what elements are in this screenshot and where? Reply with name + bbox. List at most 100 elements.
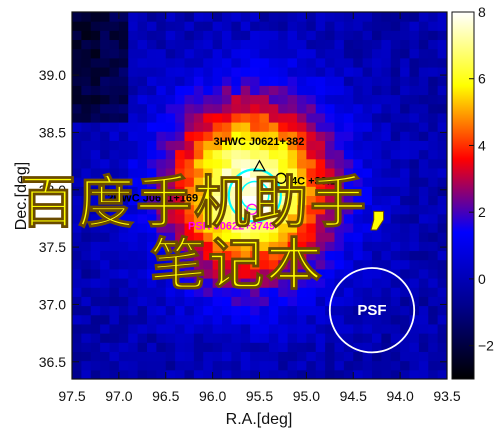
heatmap-cell [222, 296, 232, 307]
heatmap-cell [250, 342, 260, 352]
heatmap-cell [343, 213, 354, 224]
heatmap-cell [193, 241, 204, 252]
heatmap-cell [437, 360, 447, 371]
heatmap-cell [315, 278, 326, 288]
heatmap-cell [240, 122, 251, 132]
heatmap-cell [118, 259, 129, 270]
heatmap-cell [287, 186, 298, 196]
heatmap-cell [428, 39, 439, 50]
heatmap-cell [203, 186, 214, 196]
heatmap-cell [147, 103, 157, 114]
heatmap-cell [231, 241, 242, 252]
heatmap-cell [287, 305, 298, 316]
y-axis-label: Dec.[deg] [13, 162, 30, 230]
heatmap-cell [325, 204, 335, 215]
heatmap-cell [184, 259, 195, 270]
heatmap-cell [100, 149, 110, 160]
heatmap-cell [268, 39, 279, 50]
heatmap-cell [156, 314, 167, 325]
heatmap-cell [353, 278, 364, 288]
heatmap-cell [212, 112, 223, 123]
heatmap-cell [118, 112, 129, 123]
heatmap-cell [156, 351, 167, 362]
heatmap-cell [362, 351, 373, 362]
heatmap-cell [400, 232, 410, 242]
heatmap-cell [343, 278, 354, 288]
heatmap-cell [409, 314, 420, 325]
heatmap-cell [212, 342, 223, 352]
heatmap-cell [109, 223, 120, 233]
heatmap-cell [165, 149, 176, 160]
heatmap-cell [278, 30, 289, 41]
heatmap-cell [100, 204, 110, 215]
heatmap-cell [400, 360, 410, 371]
heatmap-cell [212, 259, 223, 270]
heatmap-cell [109, 369, 120, 379]
heatmap-cell [325, 85, 335, 96]
heatmap-cell [137, 259, 148, 270]
heatmap-cell [409, 232, 420, 242]
heatmap-cell [175, 103, 185, 114]
heatmap-cell [240, 204, 251, 215]
heatmap-cell [250, 232, 260, 242]
heatmap-cell [437, 85, 447, 96]
heatmap-cell [193, 250, 204, 261]
heatmap-cell [268, 140, 279, 151]
heatmap-cell [315, 85, 326, 96]
heatmap-cell [306, 103, 317, 114]
heatmap-cell [306, 140, 317, 151]
heatmap-cell [343, 21, 354, 31]
heatmap-cell [306, 158, 317, 169]
heatmap-cell [343, 94, 354, 105]
heatmap-cell [222, 177, 232, 187]
heatmap-cell [193, 48, 204, 59]
heatmap-cell [250, 287, 260, 297]
heatmap-cell [250, 57, 260, 68]
y-tick-label: 38.5 [39, 124, 66, 140]
heatmap-cell [109, 158, 120, 169]
heatmap-cell [372, 259, 382, 270]
heatmap-cell [147, 76, 157, 86]
heatmap-cell [428, 278, 439, 288]
heatmap-cell [100, 241, 110, 252]
heatmap-cell [184, 360, 195, 371]
heatmap-cell [184, 85, 195, 96]
heatmap-cell [362, 360, 373, 371]
heatmap-cell [175, 67, 185, 77]
heatmap-cell [203, 351, 214, 362]
heatmap-cell [193, 323, 204, 334]
heatmap-cell [428, 12, 439, 22]
heatmap-cell [372, 241, 382, 252]
heatmap-cell [390, 259, 401, 270]
heatmap-cell [72, 140, 82, 151]
heatmap-cell [428, 287, 439, 297]
heatmap-cell [334, 167, 345, 178]
heatmap-cell [306, 186, 317, 196]
heatmap-cell [343, 287, 354, 297]
heatmap-cell [184, 21, 195, 31]
heatmap-cell [137, 333, 148, 343]
heatmap-cell [203, 30, 214, 41]
heatmap-cell [90, 48, 101, 59]
heatmap-cell [400, 12, 410, 22]
heatmap-cell [428, 296, 439, 307]
heatmap-cell [353, 287, 364, 297]
heatmap-cell [390, 30, 401, 41]
heatmap-cell [147, 30, 157, 41]
heatmap-cell [334, 39, 345, 50]
heatmap-cell [428, 305, 439, 316]
heatmap-cell [240, 213, 251, 224]
heatmap-cell [390, 360, 401, 371]
heatmap-cell [334, 30, 345, 41]
heatmap-cell [81, 305, 92, 316]
heatmap-cell [268, 67, 279, 77]
heatmap-cell [315, 140, 326, 151]
heatmap-cell [81, 278, 92, 288]
heatmap-cell [400, 213, 410, 224]
heatmap-cell [306, 213, 317, 224]
heatmap-cell [128, 250, 139, 261]
heatmap-cell [118, 140, 129, 151]
heatmap-cell [184, 76, 195, 86]
heatmap-cell [418, 195, 429, 206]
heatmap-cell [165, 314, 176, 325]
